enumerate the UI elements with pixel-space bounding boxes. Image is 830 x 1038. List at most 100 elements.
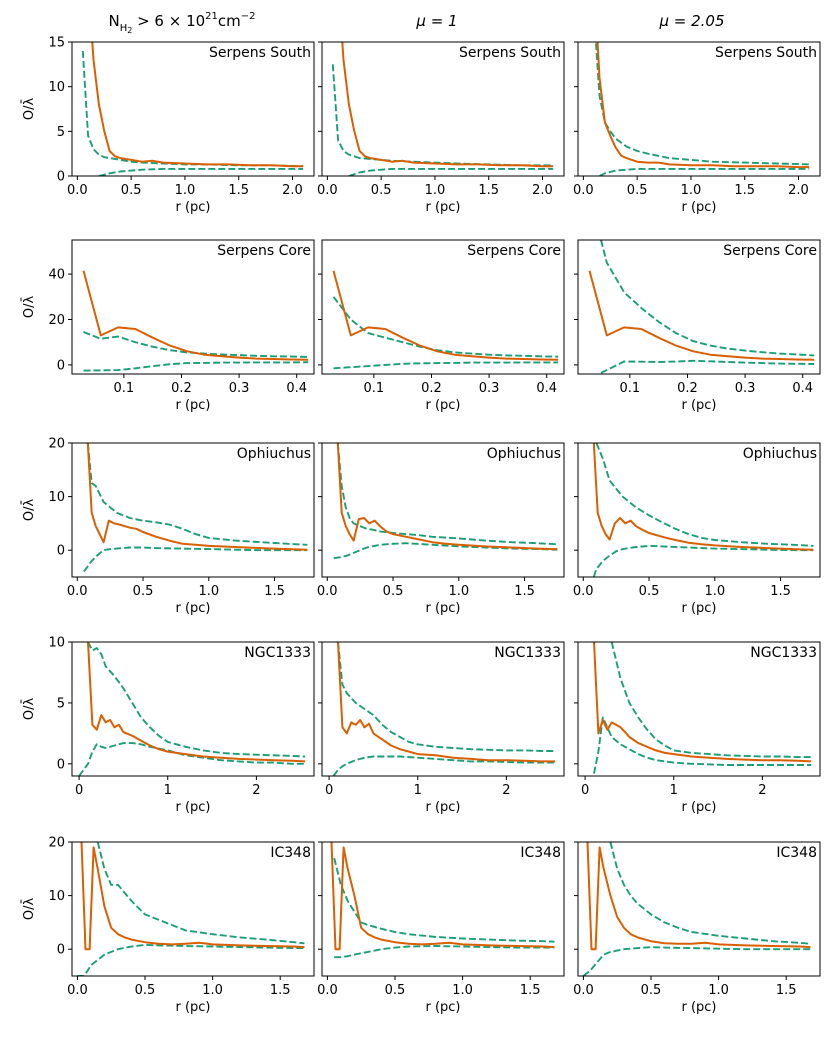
- series-lower-line: [334, 945, 555, 959]
- x-tick-label: 0.1: [114, 381, 135, 396]
- x-tick-label: 1.5: [520, 983, 541, 998]
- panel-title: Serpens South: [459, 45, 561, 61]
- series-upper-line: [332, 296, 559, 358]
- y-axis-label: O/λ̄: [22, 698, 37, 721]
- plot-series: [81, 42, 304, 176]
- series-observed-line: [337, 642, 556, 763]
- y-tick-label: 10: [48, 889, 65, 904]
- x-tick-label: 0.5: [121, 183, 142, 198]
- axes-frame: [577, 41, 821, 177]
- y-tick-label: 20: [48, 437, 65, 452]
- series-upper-line: [81, 50, 304, 168]
- series-lower-line: [599, 167, 810, 176]
- x-axis-label: r (pc): [681, 200, 716, 215]
- series-lower-line: [78, 742, 306, 776]
- series-upper-line: [336, 443, 558, 546]
- x-tick-label: 1.5: [770, 584, 791, 599]
- panel-title: Serpens South: [209, 45, 311, 61]
- x-tick-label: 0.4: [536, 381, 557, 396]
- x-tick-label: 1.0: [198, 584, 219, 599]
- x-tick-label: 0.4: [792, 381, 813, 396]
- x-tick-label: 1.5: [734, 183, 755, 198]
- x-tick-label: 0.0: [67, 983, 88, 998]
- x-axis-label: r (pc): [175, 601, 210, 616]
- x-tick-label: 1.5: [776, 983, 797, 998]
- x-tick-label: 1.0: [452, 983, 473, 998]
- y-tick-label: 10: [48, 490, 65, 505]
- y-tick-label: 0: [57, 358, 65, 373]
- x-tick-label: 1.0: [708, 983, 729, 998]
- axes-frame: [321, 841, 565, 977]
- x-tick-label: 1: [670, 783, 678, 798]
- plot-series: [594, 42, 810, 176]
- x-tick-label: 0.5: [627, 183, 648, 198]
- series-lower-line: [77, 943, 305, 976]
- panel-serpens-south-mu-2-05: 0.0 0.5 1.0 1.5 2.0 r (pc) Serpens South: [573, 41, 821, 215]
- panel-ngc1333-density: 0 1 2 0 5 10 r (pc) O/λ̄ NGC1333: [22, 636, 315, 815]
- axes-frame: [577, 239, 821, 375]
- panel-title: IC348: [520, 845, 561, 861]
- panel-title: Ophiuchus: [487, 446, 561, 462]
- series-observed-line: [341, 42, 554, 168]
- y-tick-label: 40: [48, 268, 65, 283]
- series-upper-line: [96, 842, 305, 945]
- series-lower-line: [98, 167, 304, 176]
- column-title-density: NH2 > 6 × 1021cm−2: [108, 11, 255, 35]
- panel-serpens-south-density: 0.0 0.5 1.0 1.5 2.0 0 5 10 15 r (pc) O/λ̄ Serpens S…: [22, 36, 315, 215]
- panel-serpens-core-mu-2-05: 0.1 0.2 0.3 0.4 r (pc) Serpens Core: [574, 239, 821, 413]
- x-tick-label: 0: [75, 783, 83, 798]
- x-tick-label: 0.5: [385, 983, 406, 998]
- x-tick-label: 0.3: [229, 381, 250, 396]
- plot-series: [78, 642, 306, 776]
- x-tick-label: 1.5: [228, 183, 249, 198]
- y-axis-label: O/λ̄: [22, 499, 37, 522]
- x-tick-label: 2: [502, 783, 510, 798]
- x-tick-label: 2.0: [788, 183, 809, 198]
- plot-series: [332, 270, 559, 370]
- panel-title: IC348: [776, 845, 817, 861]
- series-lower-line: [582, 946, 811, 976]
- x-axis-label: r (pc): [681, 398, 716, 413]
- series-lower-line: [600, 359, 815, 374]
- series-observed-line: [91, 42, 304, 168]
- x-tick-label: 1: [164, 783, 172, 798]
- y-tick-label: 0: [57, 943, 65, 958]
- series-lower-line: [83, 361, 309, 372]
- y-axis-label: O/λ̄: [22, 898, 37, 921]
- x-tick-label: 1.0: [681, 183, 702, 198]
- plot-series: [332, 642, 556, 776]
- density-sub-h: H: [120, 23, 128, 34]
- x-tick-label: 0.3: [735, 381, 756, 396]
- x-axis-label: r (pc): [425, 200, 460, 215]
- x-axis-label: r (pc): [175, 1000, 210, 1015]
- y-tick-label: 10: [48, 80, 65, 95]
- x-tick-label: 2: [252, 783, 260, 798]
- x-tick-label: 0.1: [620, 381, 641, 396]
- series-upper-line: [610, 642, 812, 759]
- x-axis-label: r (pc): [681, 601, 716, 616]
- x-axis-label: r (pc): [425, 1000, 460, 1015]
- y-tick-label: 0: [57, 544, 65, 559]
- plot-series: [592, 443, 814, 577]
- x-tick-label: 0.0: [317, 983, 338, 998]
- y-axis-label: O/λ̄: [22, 296, 37, 319]
- x-axis-label: r (pc): [425, 800, 460, 815]
- x-tick-label: 1.0: [425, 183, 446, 198]
- panel-ic348-mu-2-05: 0.0 0.5 1.0 1.5 r (pc) IC348: [573, 841, 821, 1015]
- axes-frame: [71, 239, 315, 375]
- series-upper-line: [333, 857, 555, 943]
- plot-series: [582, 842, 811, 976]
- x-tick-label: 1.5: [264, 584, 285, 599]
- series-upper-line: [86, 443, 308, 546]
- x-axis-label: r (pc): [425, 601, 460, 616]
- series-observed-line: [592, 443, 814, 551]
- plot-series: [77, 842, 305, 976]
- series-observed-line: [336, 443, 558, 551]
- plot-series: [588, 240, 815, 374]
- x-tick-label: 2.0: [532, 183, 553, 198]
- x-tick-label: 0.5: [639, 584, 660, 599]
- density-unit: cm: [218, 12, 241, 30]
- series-lower-line: [592, 544, 814, 577]
- series-observed-line: [593, 642, 812, 763]
